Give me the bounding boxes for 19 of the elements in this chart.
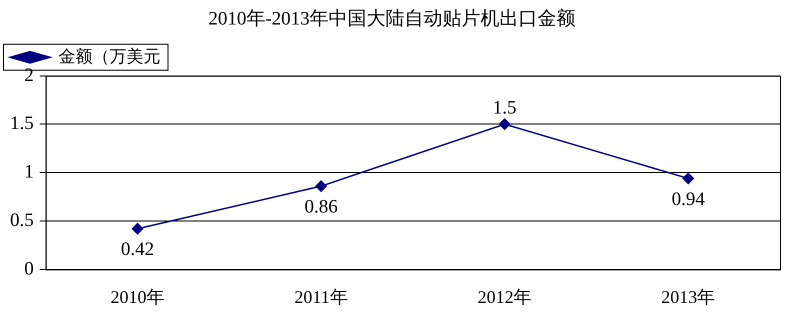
data-label: 0.86 — [304, 196, 338, 218]
y-tick-label: 1 — [24, 162, 34, 183]
data-label: 0.42 — [120, 239, 154, 260]
legend-label: 金额（万美元 — [58, 46, 160, 66]
x-tick-label: 2010年 — [110, 286, 165, 307]
point — [315, 180, 327, 192]
y-tick-label: 0 — [24, 258, 34, 280]
data-label: 1.5 — [492, 98, 517, 119]
x-tick-label: 2013年 — [661, 286, 716, 307]
y-tick-label: 2 — [24, 64, 34, 86]
y-tick-label: 1.5 — [10, 113, 34, 134]
x-tick-label: 2011年 — [294, 286, 348, 307]
data-label: 0.94 — [672, 188, 706, 210]
chart-title: 2010年-2013年中国大陆自动贴片机出口金额 — [208, 7, 576, 30]
point — [682, 172, 694, 184]
x-tick-label: 2012年 — [478, 286, 532, 307]
point — [132, 222, 144, 234]
y-tick-label: 0.5 — [10, 210, 34, 231]
point — [498, 118, 510, 130]
